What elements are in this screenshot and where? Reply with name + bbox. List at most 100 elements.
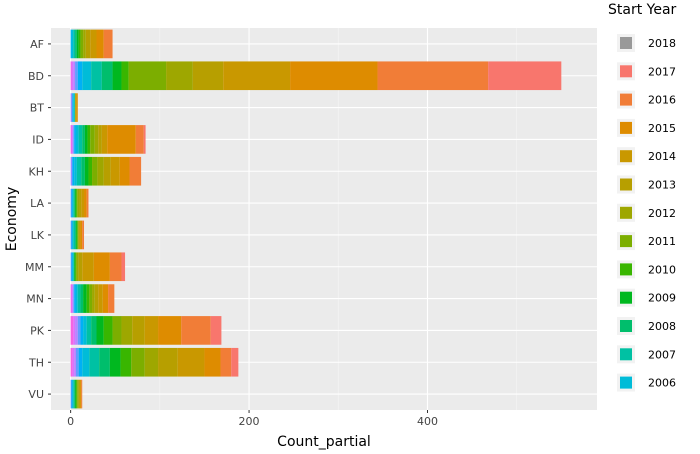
bar-segment-MN-2014 xyxy=(98,284,103,313)
bar-segment-AF-2014 xyxy=(90,29,97,59)
x-tick-label: 200 xyxy=(239,415,260,428)
bar-segment-MM-2017 xyxy=(121,252,126,282)
bar-segment-LK-2009 xyxy=(75,220,77,250)
bar-segment-MM-2004 xyxy=(70,252,72,282)
bar-segment-ID-2005 xyxy=(74,125,76,154)
bar-segment-ID-2008 xyxy=(82,125,85,154)
bar-segment-LK-2016 xyxy=(82,220,85,250)
bar-segment-LK-2005 xyxy=(71,220,73,250)
bar-segment-BD-2004 xyxy=(75,61,78,91)
bar-segment-MN-2009 xyxy=(83,284,87,313)
legend-swatch xyxy=(620,93,632,106)
bar-segment-MM-2011 xyxy=(75,252,77,282)
bar-segment-ID-2004 xyxy=(73,125,75,154)
bar-segment-MM-2007 xyxy=(73,252,75,282)
bar-segment-BD-2017 xyxy=(488,61,562,91)
bar-segment-MM-2014 xyxy=(82,252,94,282)
bar-segment-BD-2001 xyxy=(70,61,72,91)
bar-segment-LK-2013 xyxy=(78,220,80,250)
y-tick-label: LK xyxy=(31,229,45,242)
legend-swatch xyxy=(620,376,632,389)
bar-segment-BD-2014 xyxy=(223,61,291,91)
panel-background xyxy=(51,28,597,410)
bar-segment-KH-2013 xyxy=(103,156,111,186)
bar-segment-LA-2012 xyxy=(77,188,80,218)
bar-segment-KH-2003 xyxy=(70,156,72,186)
bar-segment-MN-2003 xyxy=(72,284,74,313)
bar-segment-AF-2012 xyxy=(83,29,86,59)
bar-segment-ID-2012 xyxy=(94,125,99,154)
bar-segment-LA-2007 xyxy=(73,188,75,218)
legend-label: 2018 xyxy=(648,37,676,50)
bar-segment-VU-2010 xyxy=(75,379,77,409)
bar-segment-ID-2003 xyxy=(72,125,74,154)
bar-segment-ID-2011 xyxy=(90,125,95,154)
bar-segment-ID-2009 xyxy=(84,125,88,154)
bar-segment-LA-2009 xyxy=(75,188,76,218)
bar-segment-PK-2015 xyxy=(158,316,182,345)
x-axis-title: Count_partial xyxy=(277,434,371,450)
bar-segment-TH-2009 xyxy=(109,347,121,377)
bar-segment-ID-2002 xyxy=(71,125,73,154)
bar-segment-TH-2014 xyxy=(177,347,205,377)
bar-segment-MN-2006 xyxy=(75,284,78,313)
bar-segment-BT-2014 xyxy=(75,93,77,122)
bar-segment-PK-2006 xyxy=(83,316,87,345)
legend-label: 2011 xyxy=(648,235,676,248)
bar-segment-TH-2015 xyxy=(204,347,221,377)
bar-segment-TH-2008 xyxy=(99,347,110,377)
bar-segment-MN-2011 xyxy=(89,284,93,313)
legend-swatch xyxy=(620,178,632,191)
bar-segment-LA-2015 xyxy=(84,188,87,218)
bar-segment-LA-2008 xyxy=(74,188,76,218)
bar-segment-AF-2015 xyxy=(96,29,104,59)
bar-segment-VU-2012 xyxy=(77,379,79,409)
y-tick-label: TH xyxy=(28,356,44,369)
bar-segment-ID-2001 xyxy=(70,125,72,154)
bar-segment-MM-2006 xyxy=(72,252,74,282)
bar-segment-MN-2005 xyxy=(74,284,76,313)
bar-segment-TH-2017 xyxy=(231,347,239,377)
bar-segment-LK-2008 xyxy=(75,220,76,250)
y-tick-label: VU xyxy=(28,388,44,401)
legend-label: 2009 xyxy=(648,292,676,305)
legend-title: Start Year xyxy=(608,2,677,18)
bar-segment-BD-2013 xyxy=(192,61,224,91)
bar-segment-LA-2016 xyxy=(86,188,89,218)
bar-segment-KH-2007 xyxy=(76,156,82,186)
bar-segment-MN-2015 xyxy=(102,284,109,313)
legend-swatch xyxy=(620,235,632,248)
bar-segment-LK-2010 xyxy=(76,220,78,250)
legend-label: 2014 xyxy=(648,150,676,163)
bar-segment-TH-2013 xyxy=(158,347,178,377)
bar-segment-LA-2006 xyxy=(72,188,74,218)
bar-segment-ID-2006 xyxy=(75,125,79,154)
bar-layer xyxy=(70,29,562,409)
bar-segment-MM-2005 xyxy=(71,252,73,282)
bar-segment-TH-2004 xyxy=(75,347,79,377)
bar-segment-LK-2012 xyxy=(77,220,79,250)
y-tick-label: LA xyxy=(30,197,44,210)
bar-segment-VU-2014 xyxy=(79,379,81,409)
y-tick-label: PK xyxy=(30,324,45,337)
bar-segment-TH-2011 xyxy=(131,347,145,377)
bar-segment-KH-2006 xyxy=(74,156,77,186)
bar-segment-KH-2014 xyxy=(110,156,120,186)
y-tick-label: BD xyxy=(28,70,44,83)
bar-segment-MN-2010 xyxy=(86,284,90,313)
bar-segment-KH-2009 xyxy=(84,156,89,186)
axis-layer: 0 200 400 AF BD BT ID KH LA LK MM MN PK TH VU xyxy=(25,38,438,428)
bar-segment-LA-2014 xyxy=(81,188,85,218)
bar-segment-LA-2005 xyxy=(71,188,73,218)
legend-swatch xyxy=(620,206,632,219)
bar-segment-PK-2002 xyxy=(73,316,76,345)
bar-segment-ID-2017 xyxy=(143,125,146,154)
bar-segment-AF-2013 xyxy=(85,29,91,59)
bar-segment-TH-2010 xyxy=(120,347,132,377)
legend-label: 2012 xyxy=(648,207,676,220)
bar-segment-AF-2009 xyxy=(76,29,79,59)
bar-segment-TH-2002 xyxy=(72,347,75,377)
bar-segment-BT-2015 xyxy=(76,93,78,122)
bar-segment-AF-2016 xyxy=(103,29,113,59)
